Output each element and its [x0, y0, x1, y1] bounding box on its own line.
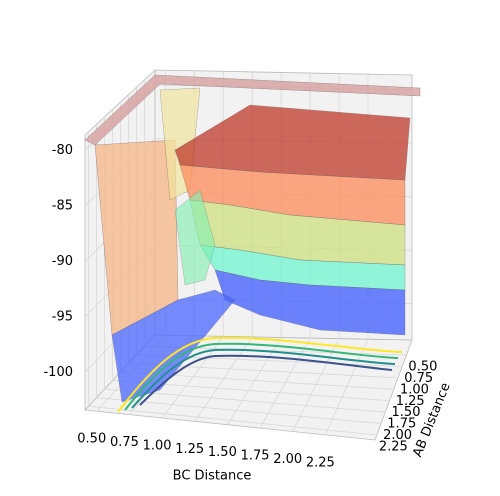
- surface-ridge: [174, 189, 216, 286]
- contour: [117, 336, 403, 413]
- floor-contours: [117, 336, 403, 413]
- y-tick-label: 2.00: [383, 428, 412, 443]
- x-axis-label: BC Distance: [173, 469, 252, 484]
- z-tick-label: -80: [52, 143, 73, 158]
- x-tick-label: 1.75: [241, 449, 270, 464]
- y-tick-label: 1.00: [400, 382, 429, 397]
- contour: [124, 342, 399, 411]
- z-tick-label: -95: [52, 309, 73, 324]
- x-tick-label: 0.50: [77, 432, 106, 447]
- z-tick-label: -100: [43, 365, 73, 380]
- y-tick-label: 1.75: [387, 417, 416, 432]
- y-tick-label: 1.25: [396, 394, 425, 409]
- x-tick-label: 1.00: [143, 438, 172, 453]
- x-tick-label: 1.25: [175, 442, 204, 457]
- x-tick-label: 2.00: [273, 452, 302, 467]
- surface: [84, 74, 421, 403]
- surface-valley: [111, 289, 236, 403]
- grid-line: [88, 405, 377, 436]
- x-tick-label: 0.75: [110, 435, 139, 450]
- surface-band: [214, 269, 406, 336]
- x-tick-label: 2.25: [306, 455, 335, 470]
- y-tick-label: 2.25: [379, 439, 408, 454]
- z-tick-label: -85: [52, 198, 73, 213]
- y-tick-label: 1.50: [392, 405, 421, 420]
- y-tick-label: 0.50: [408, 360, 437, 375]
- x-tick-label: 1.50: [208, 445, 237, 460]
- contour: [139, 354, 393, 406]
- y-tick-label: 0.75: [404, 371, 433, 386]
- contour: [131, 348, 396, 409]
- z-tick-label: -90: [52, 254, 73, 269]
